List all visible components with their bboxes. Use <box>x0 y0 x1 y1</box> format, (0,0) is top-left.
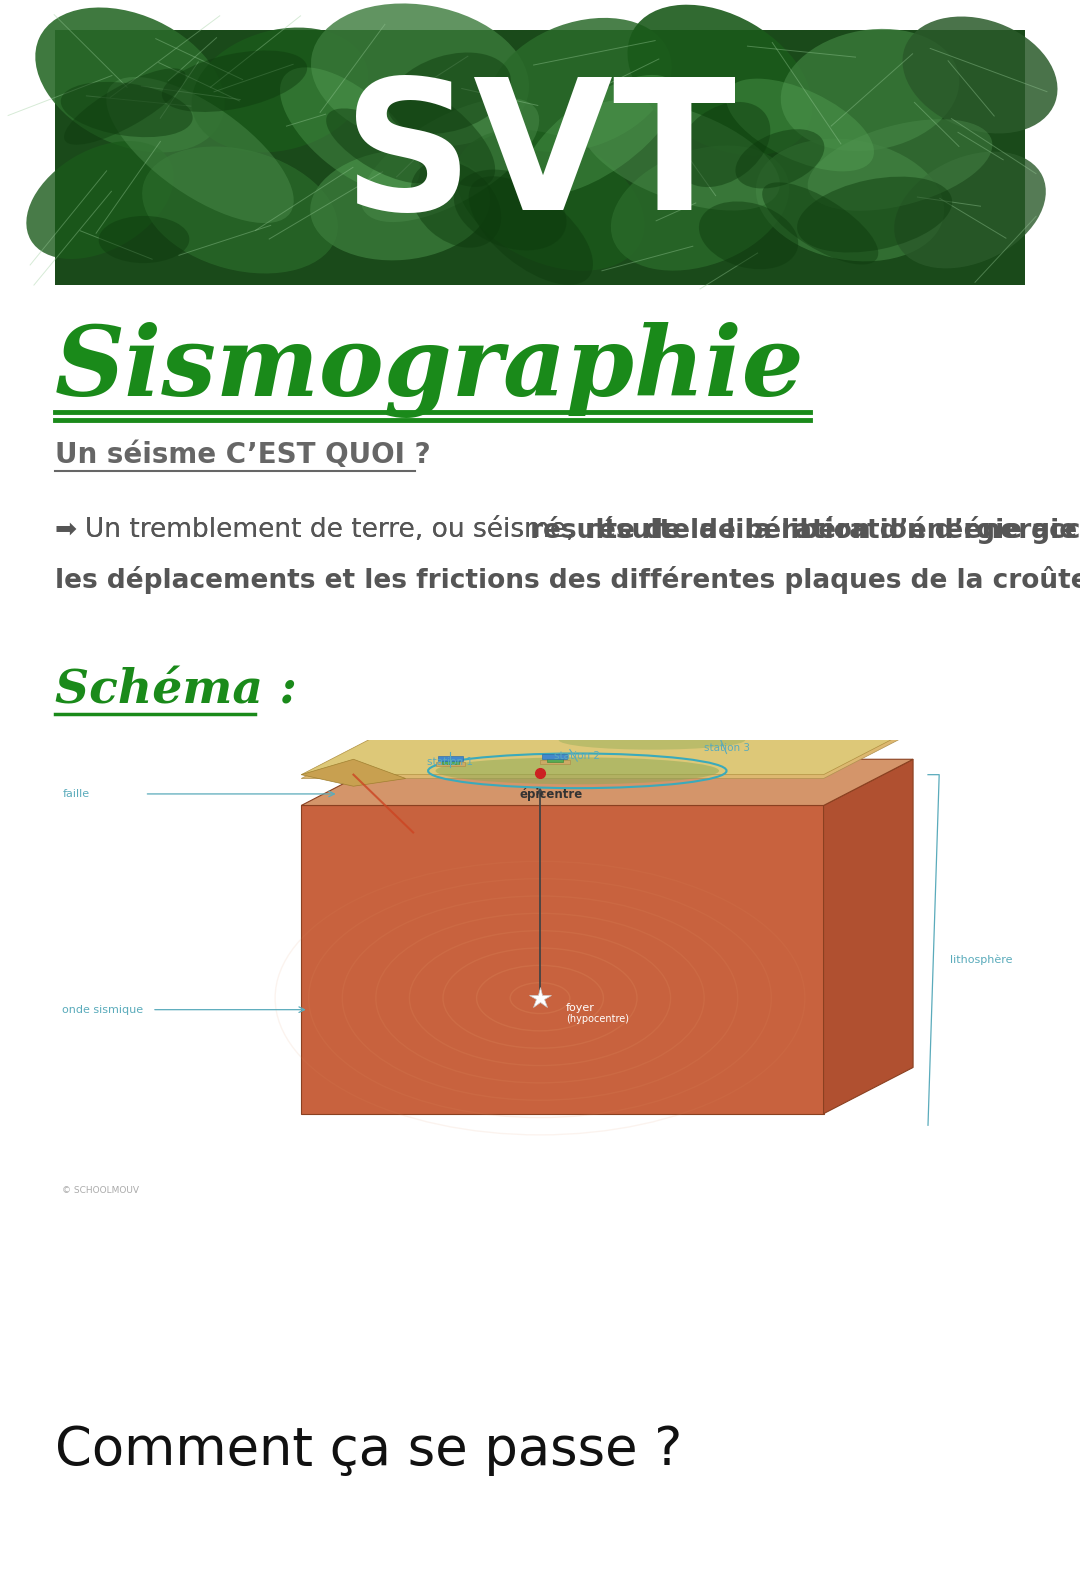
Ellipse shape <box>377 82 495 187</box>
Ellipse shape <box>26 142 174 260</box>
Bar <box>680 727 698 731</box>
Ellipse shape <box>311 3 529 146</box>
Ellipse shape <box>143 146 338 274</box>
Ellipse shape <box>98 216 189 263</box>
Ellipse shape <box>808 120 993 211</box>
Ellipse shape <box>456 129 645 271</box>
Text: (hypocentre): (hypocentre) <box>566 1015 630 1024</box>
Polygon shape <box>301 733 913 779</box>
Ellipse shape <box>488 17 672 153</box>
Bar <box>677 724 702 728</box>
Ellipse shape <box>558 730 745 750</box>
Ellipse shape <box>64 68 186 145</box>
Bar <box>542 755 567 758</box>
Text: © SCHOOLMOUV: © SCHOOLMOUV <box>63 1186 139 1195</box>
Polygon shape <box>301 760 406 786</box>
Text: onde sismique: onde sismique <box>63 1005 144 1015</box>
Text: résulte de la libération d’énergie accumulée par: résulte de la libération d’énergie accum… <box>585 516 1080 544</box>
Ellipse shape <box>611 145 789 271</box>
Ellipse shape <box>627 5 812 156</box>
Text: Sismographie: Sismographie <box>55 322 805 418</box>
Bar <box>675 728 704 733</box>
Ellipse shape <box>36 8 225 153</box>
Polygon shape <box>301 760 913 805</box>
Ellipse shape <box>162 50 307 112</box>
Ellipse shape <box>410 160 501 247</box>
Text: résulte de la libération d’énergie accumulée par: résulte de la libération d’énergie accum… <box>530 516 1080 544</box>
Ellipse shape <box>735 129 824 189</box>
Ellipse shape <box>699 201 798 269</box>
Ellipse shape <box>781 28 959 151</box>
Text: station 1: station 1 <box>428 757 473 768</box>
Text: Un tremblement de terre, ou séisme,: Un tremblement de terre, ou séisme, <box>85 518 583 543</box>
Ellipse shape <box>580 99 780 211</box>
Text: les déplacements et les frictions des différentes plaques de la croûte terrestre: les déplacements et les frictions des di… <box>55 566 1080 595</box>
Ellipse shape <box>894 151 1045 269</box>
Text: SVT: SVT <box>343 72 737 249</box>
Bar <box>546 758 564 761</box>
Bar <box>55 30 1025 285</box>
Ellipse shape <box>762 182 878 264</box>
Ellipse shape <box>469 176 593 285</box>
Ellipse shape <box>726 79 874 171</box>
Bar <box>437 757 463 761</box>
Text: station 3: station 3 <box>703 744 750 753</box>
Polygon shape <box>301 805 824 1114</box>
Ellipse shape <box>60 82 192 137</box>
Text: lithosphère: lithosphère <box>950 955 1013 964</box>
Text: faille: faille <box>63 790 90 799</box>
Ellipse shape <box>388 52 511 134</box>
Text: épicentre: épicentre <box>519 788 583 801</box>
Ellipse shape <box>676 102 770 187</box>
Ellipse shape <box>756 138 944 261</box>
Bar <box>540 760 569 764</box>
Ellipse shape <box>361 98 539 222</box>
Polygon shape <box>301 728 913 774</box>
Ellipse shape <box>106 77 294 223</box>
Bar <box>442 760 459 764</box>
Ellipse shape <box>435 757 719 785</box>
Ellipse shape <box>310 149 490 261</box>
Text: station 2: station 2 <box>554 752 600 761</box>
Text: Schéma :: Schéma : <box>55 667 297 713</box>
Ellipse shape <box>454 170 567 250</box>
Text: foyer: foyer <box>566 1002 595 1013</box>
Ellipse shape <box>191 28 368 153</box>
Text: Un séisme C’EST QUOI ?: Un séisme C’EST QUOI ? <box>55 440 431 469</box>
Bar <box>436 761 465 766</box>
Ellipse shape <box>326 109 436 182</box>
Text: Un tremblement de terre, ou séisme,: Un tremblement de terre, ou séisme, <box>85 518 583 543</box>
Ellipse shape <box>903 17 1057 134</box>
Polygon shape <box>824 760 913 1114</box>
Ellipse shape <box>797 176 953 253</box>
Ellipse shape <box>280 68 420 192</box>
Ellipse shape <box>523 76 677 195</box>
Text: Comment ça se passe ?: Comment ça se passe ? <box>55 1424 683 1475</box>
Text: ➡: ➡ <box>55 518 77 543</box>
